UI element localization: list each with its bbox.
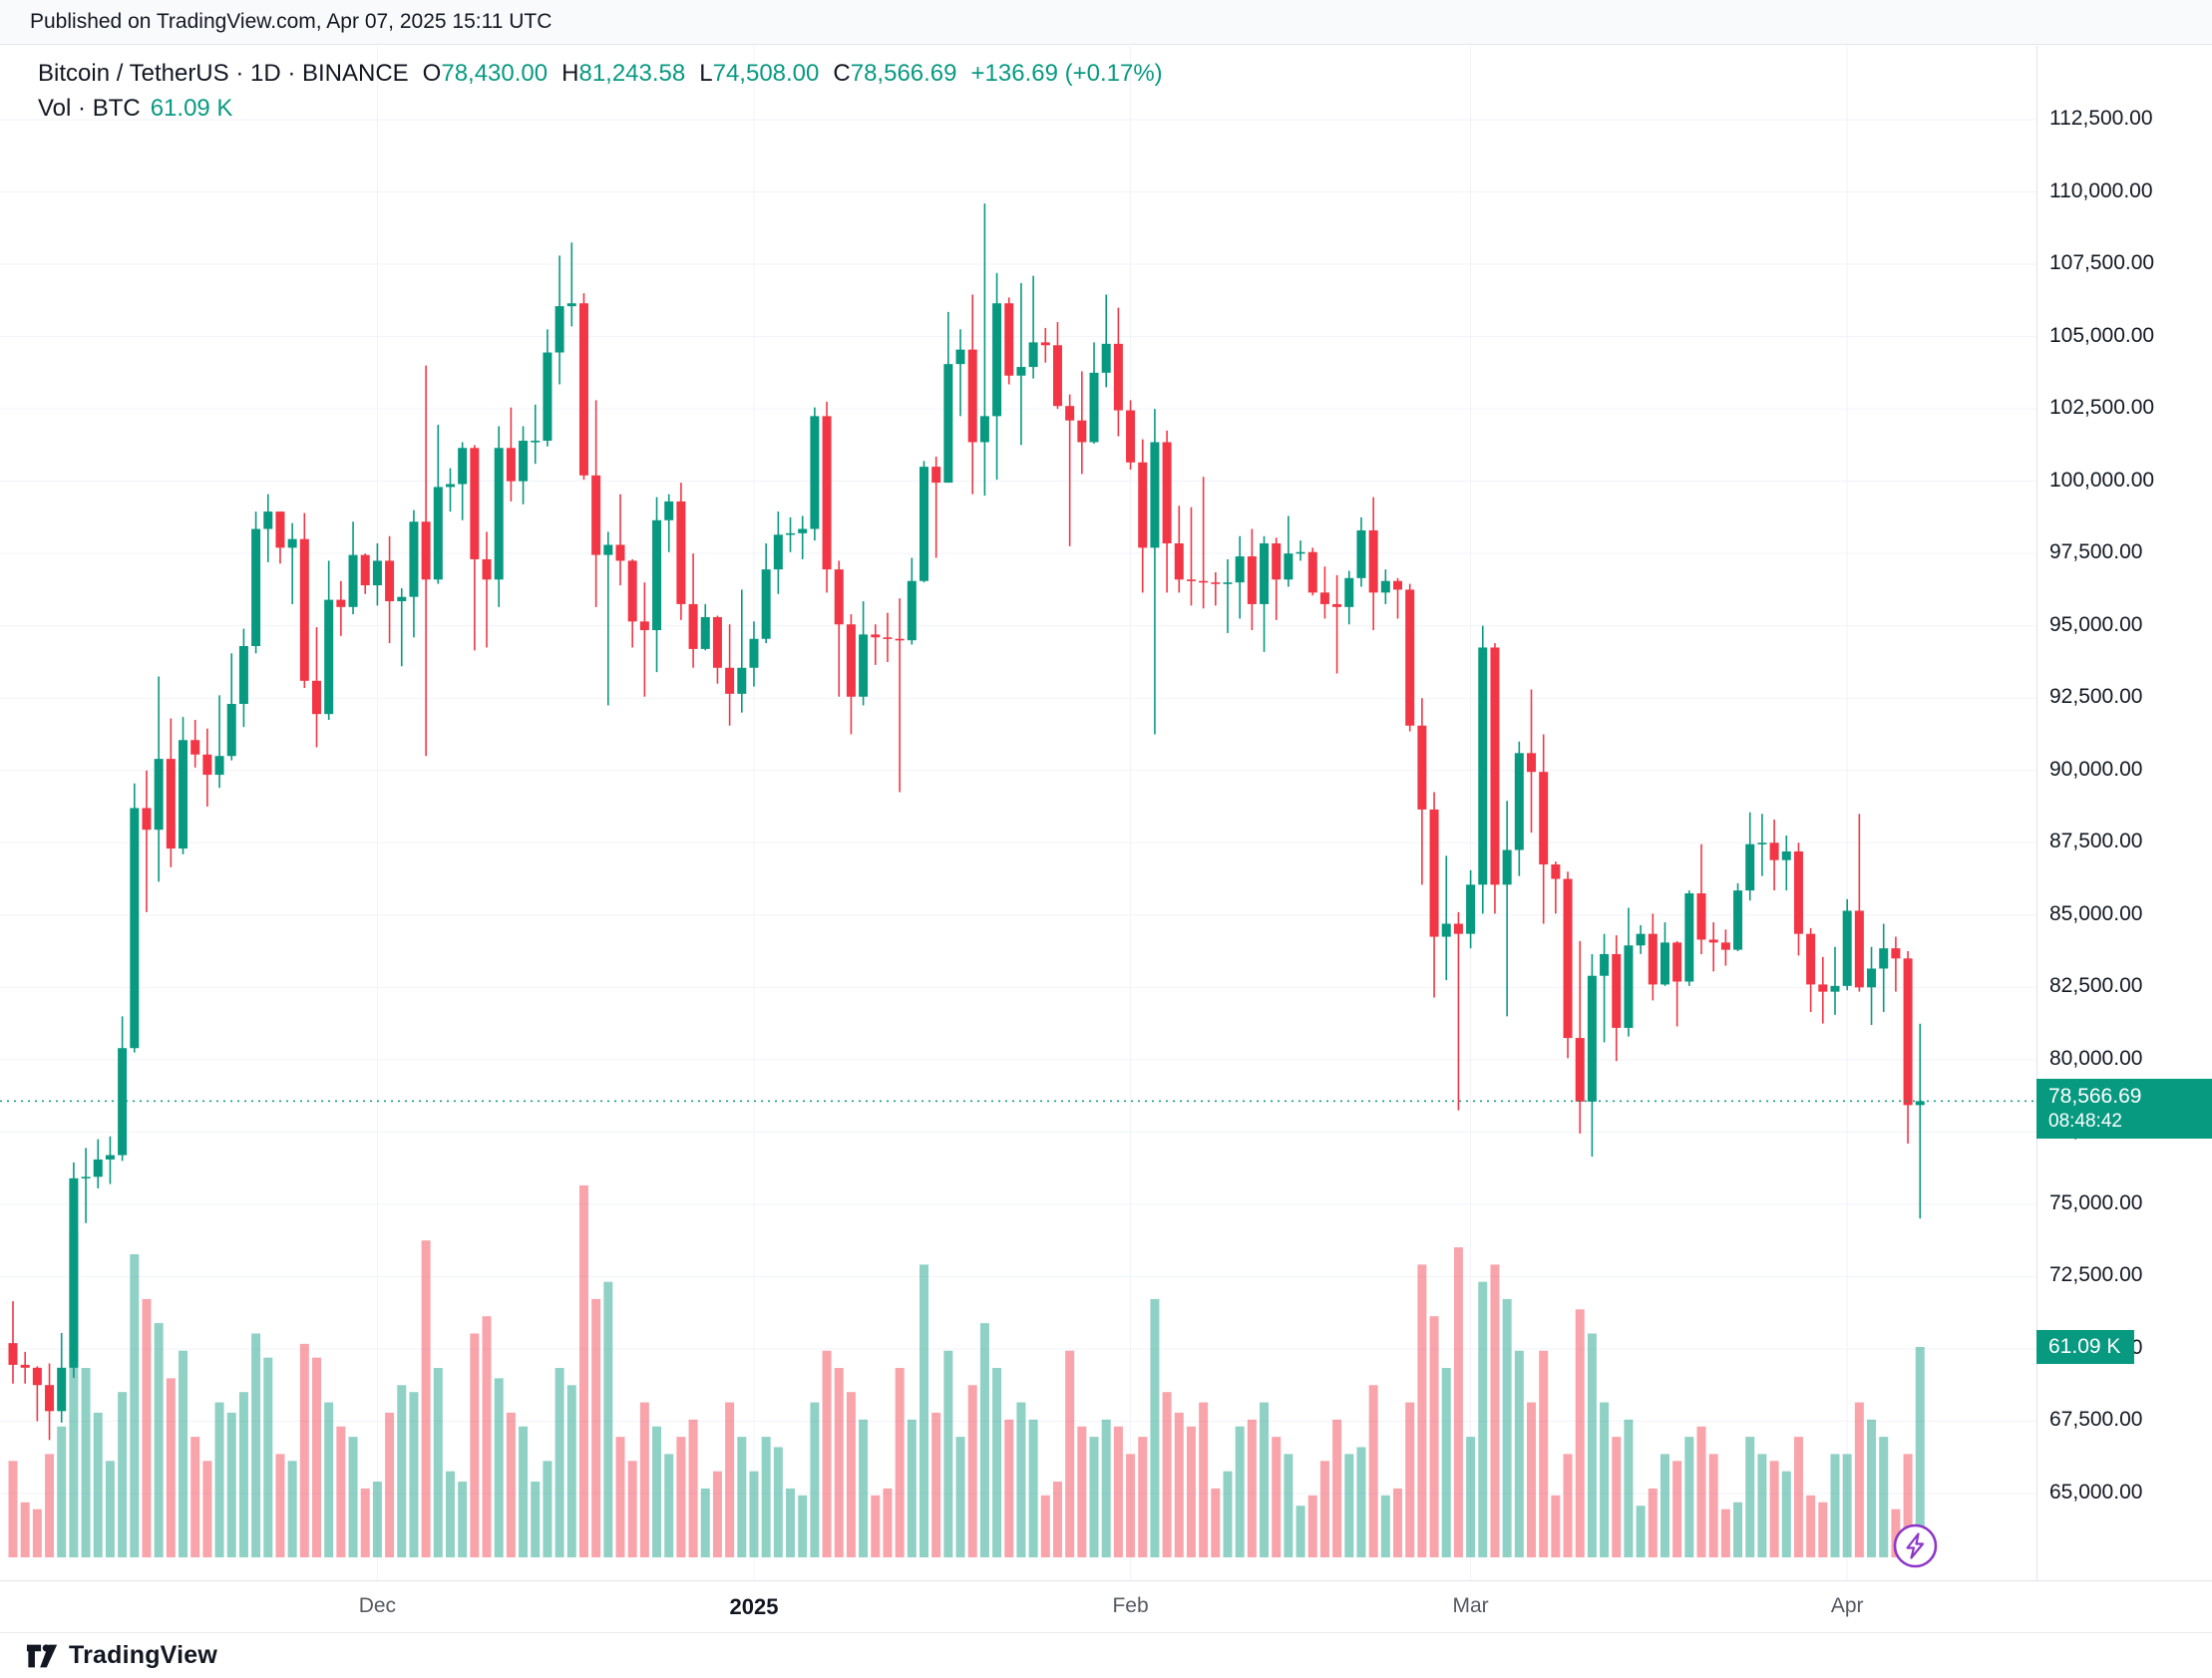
price-axis-label: 90,000.00 [2049, 757, 2143, 781]
volume-badge: 61.09 K [2036, 1329, 2135, 1364]
volume-series [8, 1184, 1925, 1557]
low-value: L74,508.00 [699, 60, 820, 87]
current-price-badge: 78,566.69 08:48:42 [2036, 1079, 2212, 1140]
published-text: Published on TradingView.com, Apr 07, 20… [30, 10, 553, 33]
open-value: O78,430.00 [422, 60, 549, 87]
price-axis-label: 87,500.00 [2049, 830, 2143, 853]
legend-volume-row: Vol · BTC 61.09 K [38, 93, 1163, 124]
volume-value: 61.09 K [150, 95, 233, 122]
price-axis[interactable]: 112,500.00 110,000.00 107,500.00 105,000.00… [2036, 46, 2212, 1580]
current-price-value: 78,566.69 [2048, 1085, 2142, 1109]
volume-label[interactable]: Vol · BTC [38, 95, 141, 122]
price-axis-label: 95,000.00 [2049, 612, 2143, 636]
high-value: H81,243.58 [561, 60, 686, 87]
price-axis-label: 97,500.00 [2049, 540, 2143, 564]
bar-close-countdown: 08:48:42 [2048, 1111, 2122, 1133]
price-axis-label: 65,000.00 [2049, 1481, 2143, 1504]
tradingview-logo-icon [26, 1643, 58, 1667]
legend-main-row: Bitcoin / TetherUS · 1D · BINANCE O78,430… [38, 58, 1163, 89]
time-axis[interactable]: Dec 2025 Feb Mar Apr [0, 1580, 2212, 1633]
time-axis-label: Feb [1112, 1594, 1149, 1617]
price-axis-label: 67,500.00 [2049, 1408, 2143, 1432]
tradingview-brand-text: TradingView [69, 1641, 218, 1669]
chart-legend: Bitcoin / TetherUS · 1D · BINANCE O78,430… [38, 58, 1163, 124]
price-axis-label: 110,000.00 [2049, 178, 2153, 202]
price-axis-label: 80,000.00 [2049, 1046, 2143, 1070]
price-axis-label: 92,500.00 [2049, 685, 2143, 709]
close-value: C78,566.69 [833, 60, 957, 87]
price-axis-label: 102,500.00 [2049, 396, 2155, 420]
price-axis-label: 82,500.00 [2049, 974, 2143, 998]
time-axis-label: 2025 [729, 1594, 779, 1619]
price-axis-label: 105,000.00 [2049, 323, 2155, 347]
symbol-description[interactable]: Bitcoin / TetherUS · 1D · BINANCE [38, 60, 409, 87]
lightning-icon [1893, 1523, 1938, 1568]
price-axis-label: 75,000.00 [2049, 1190, 2143, 1214]
candlestick-series [8, 203, 1925, 1441]
price-axis-label: 112,500.00 [2049, 107, 2153, 130]
time-axis-label: Apr [1830, 1594, 1864, 1617]
grid-lines [0, 46, 2036, 1580]
footer-bar: TradingView [0, 1632, 2212, 1678]
change-value: +136.69 (+0.17%) [970, 60, 1163, 87]
price-axis-label: 100,000.00 [2049, 468, 2155, 492]
published-bar: Published on TradingView.com, Apr 07, 20… [0, 0, 2212, 45]
time-axis-label: Dec [358, 1594, 397, 1617]
price-axis-label: 72,500.00 [2049, 1263, 2143, 1287]
time-axis-label: Mar [1452, 1594, 1489, 1617]
boost-button[interactable] [1892, 1522, 1939, 1569]
price-axis-label: 85,000.00 [2049, 901, 2143, 925]
price-axis-label: 107,500.00 [2049, 251, 2155, 275]
tradingview-logo[interactable]: TradingView [26, 1641, 217, 1670]
